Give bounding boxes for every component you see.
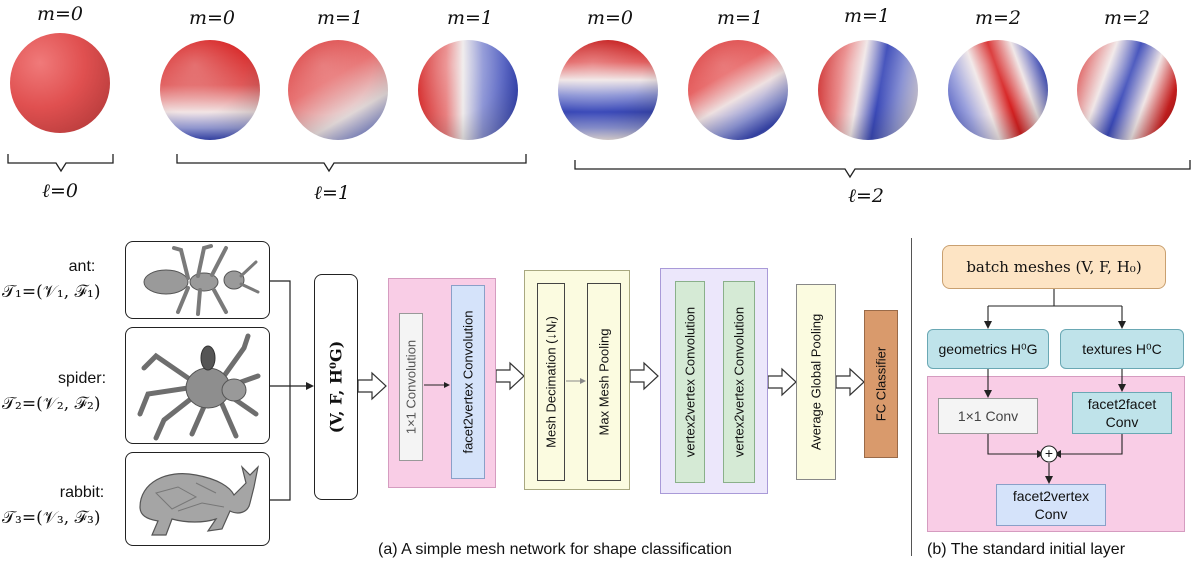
- shape-name-ant: ant:: [68, 258, 96, 275]
- conv1x1-box: 1×1 Convolution: [399, 313, 423, 461]
- batch-meshes-box: batch meshes (V, F, H₀): [942, 245, 1166, 289]
- rabbit-image-box: [125, 452, 270, 546]
- m-label-6: m=1: [716, 7, 764, 29]
- rabbit-mesh-image: [139, 465, 259, 536]
- sum-node-plus: +: [1044, 445, 1054, 461]
- v2v-block: vertex2vertex Convolution vertex2vertex …: [660, 268, 768, 494]
- sphere-l1-m0: [160, 40, 260, 140]
- m-label-2: m=0: [188, 7, 236, 29]
- m-label-5: m=0: [586, 7, 634, 29]
- v2v-conv-box-2: vertex2vertex Convolution: [723, 281, 755, 483]
- sphere-l1-m1a: [288, 40, 388, 140]
- block-arrow-4: [767, 367, 797, 397]
- brace-l2: [574, 160, 1191, 179]
- mesh-decimation-box: Mesh Decimation (↓Nᵣ): [537, 283, 565, 481]
- avg-pool-box: Average Global Pooling: [796, 284, 836, 480]
- sphere-l2-m2b: [1077, 40, 1177, 140]
- shape-name-rabbit: rabbit:: [59, 484, 105, 501]
- shape-name-spider: spider:: [57, 370, 107, 387]
- m-label-7: m=1: [843, 5, 891, 27]
- m-label-8: m=2: [974, 7, 1022, 29]
- input-tensor-box: (V, F, H⁰G): [314, 274, 358, 500]
- conv-block: 1×1 Convolution facet2vertex Convolution: [388, 278, 496, 488]
- ant-mesh-image: [143, 244, 260, 316]
- caption-a: (a) A simple mesh network for shape clas…: [378, 541, 732, 558]
- facet2vertex-b-box: facet2vertex Conv: [996, 484, 1106, 526]
- facet2facet-box: facet2facet Conv: [1072, 392, 1172, 434]
- m-label-1: m=0: [36, 3, 84, 25]
- l-label-1: ℓ=1: [314, 182, 350, 204]
- spider-mesh-image: [137, 333, 261, 441]
- sphere-l0-m0: [10, 33, 110, 133]
- textures-box: textures H⁰C: [1060, 329, 1184, 369]
- sphere-l2-m2a: [948, 40, 1048, 140]
- shape-math-ant: 𝒯₁=(𝒱₁, ℱ₁): [2, 282, 101, 302]
- m-label-4: m=1: [446, 7, 494, 29]
- brace-l1: [176, 154, 527, 173]
- shape-math-spider: 𝒯₂=(𝒱₂, ℱ₂): [2, 394, 101, 414]
- block-arrow-2: [495, 361, 525, 391]
- conv-inner-arrow: [424, 382, 450, 388]
- fc-classifier-box: FC Classifier: [864, 310, 898, 458]
- section-divider: [911, 238, 912, 556]
- m-label-9: m=2: [1103, 7, 1151, 29]
- l-label-2: ℓ=2: [848, 185, 884, 207]
- decimation-inner-arrow: [566, 378, 586, 384]
- caption-b: (b) The standard initial layer: [927, 541, 1126, 558]
- decimation-block: Mesh Decimation (↓Nᵣ) Max Mesh Pooling: [524, 270, 630, 490]
- sphere-l2-m1a: [688, 40, 788, 140]
- v2v-conv-box-1: vertex2vertex Convolution: [675, 281, 705, 483]
- shape-math-rabbit: 𝒯₃=(𝒱₃, ℱ₃): [2, 508, 101, 528]
- block-arrow-3: [629, 361, 659, 391]
- sum-node-circle: [1040, 445, 1058, 463]
- geometrics-box: geometrics H⁰G: [927, 329, 1049, 369]
- max-pool-box: Max Mesh Pooling: [587, 283, 621, 481]
- l-label-0: ℓ=0: [42, 180, 78, 202]
- block-arrow-1: [357, 371, 387, 401]
- sphere-l1-m1b: [418, 40, 518, 140]
- block-arrow-5: [835, 367, 865, 397]
- spider-image-box: [125, 327, 270, 444]
- sphere-l2-m1b: [818, 40, 918, 140]
- sphere-l2-m0: [558, 40, 658, 140]
- brace-l0: [7, 154, 114, 173]
- facet2vertex-conv-box: facet2vertex Convolution: [451, 285, 485, 479]
- conv1x1-b-box: 1×1 Conv: [938, 398, 1038, 434]
- ant-image-box: [125, 241, 270, 319]
- m-label-3: m=1: [316, 7, 364, 29]
